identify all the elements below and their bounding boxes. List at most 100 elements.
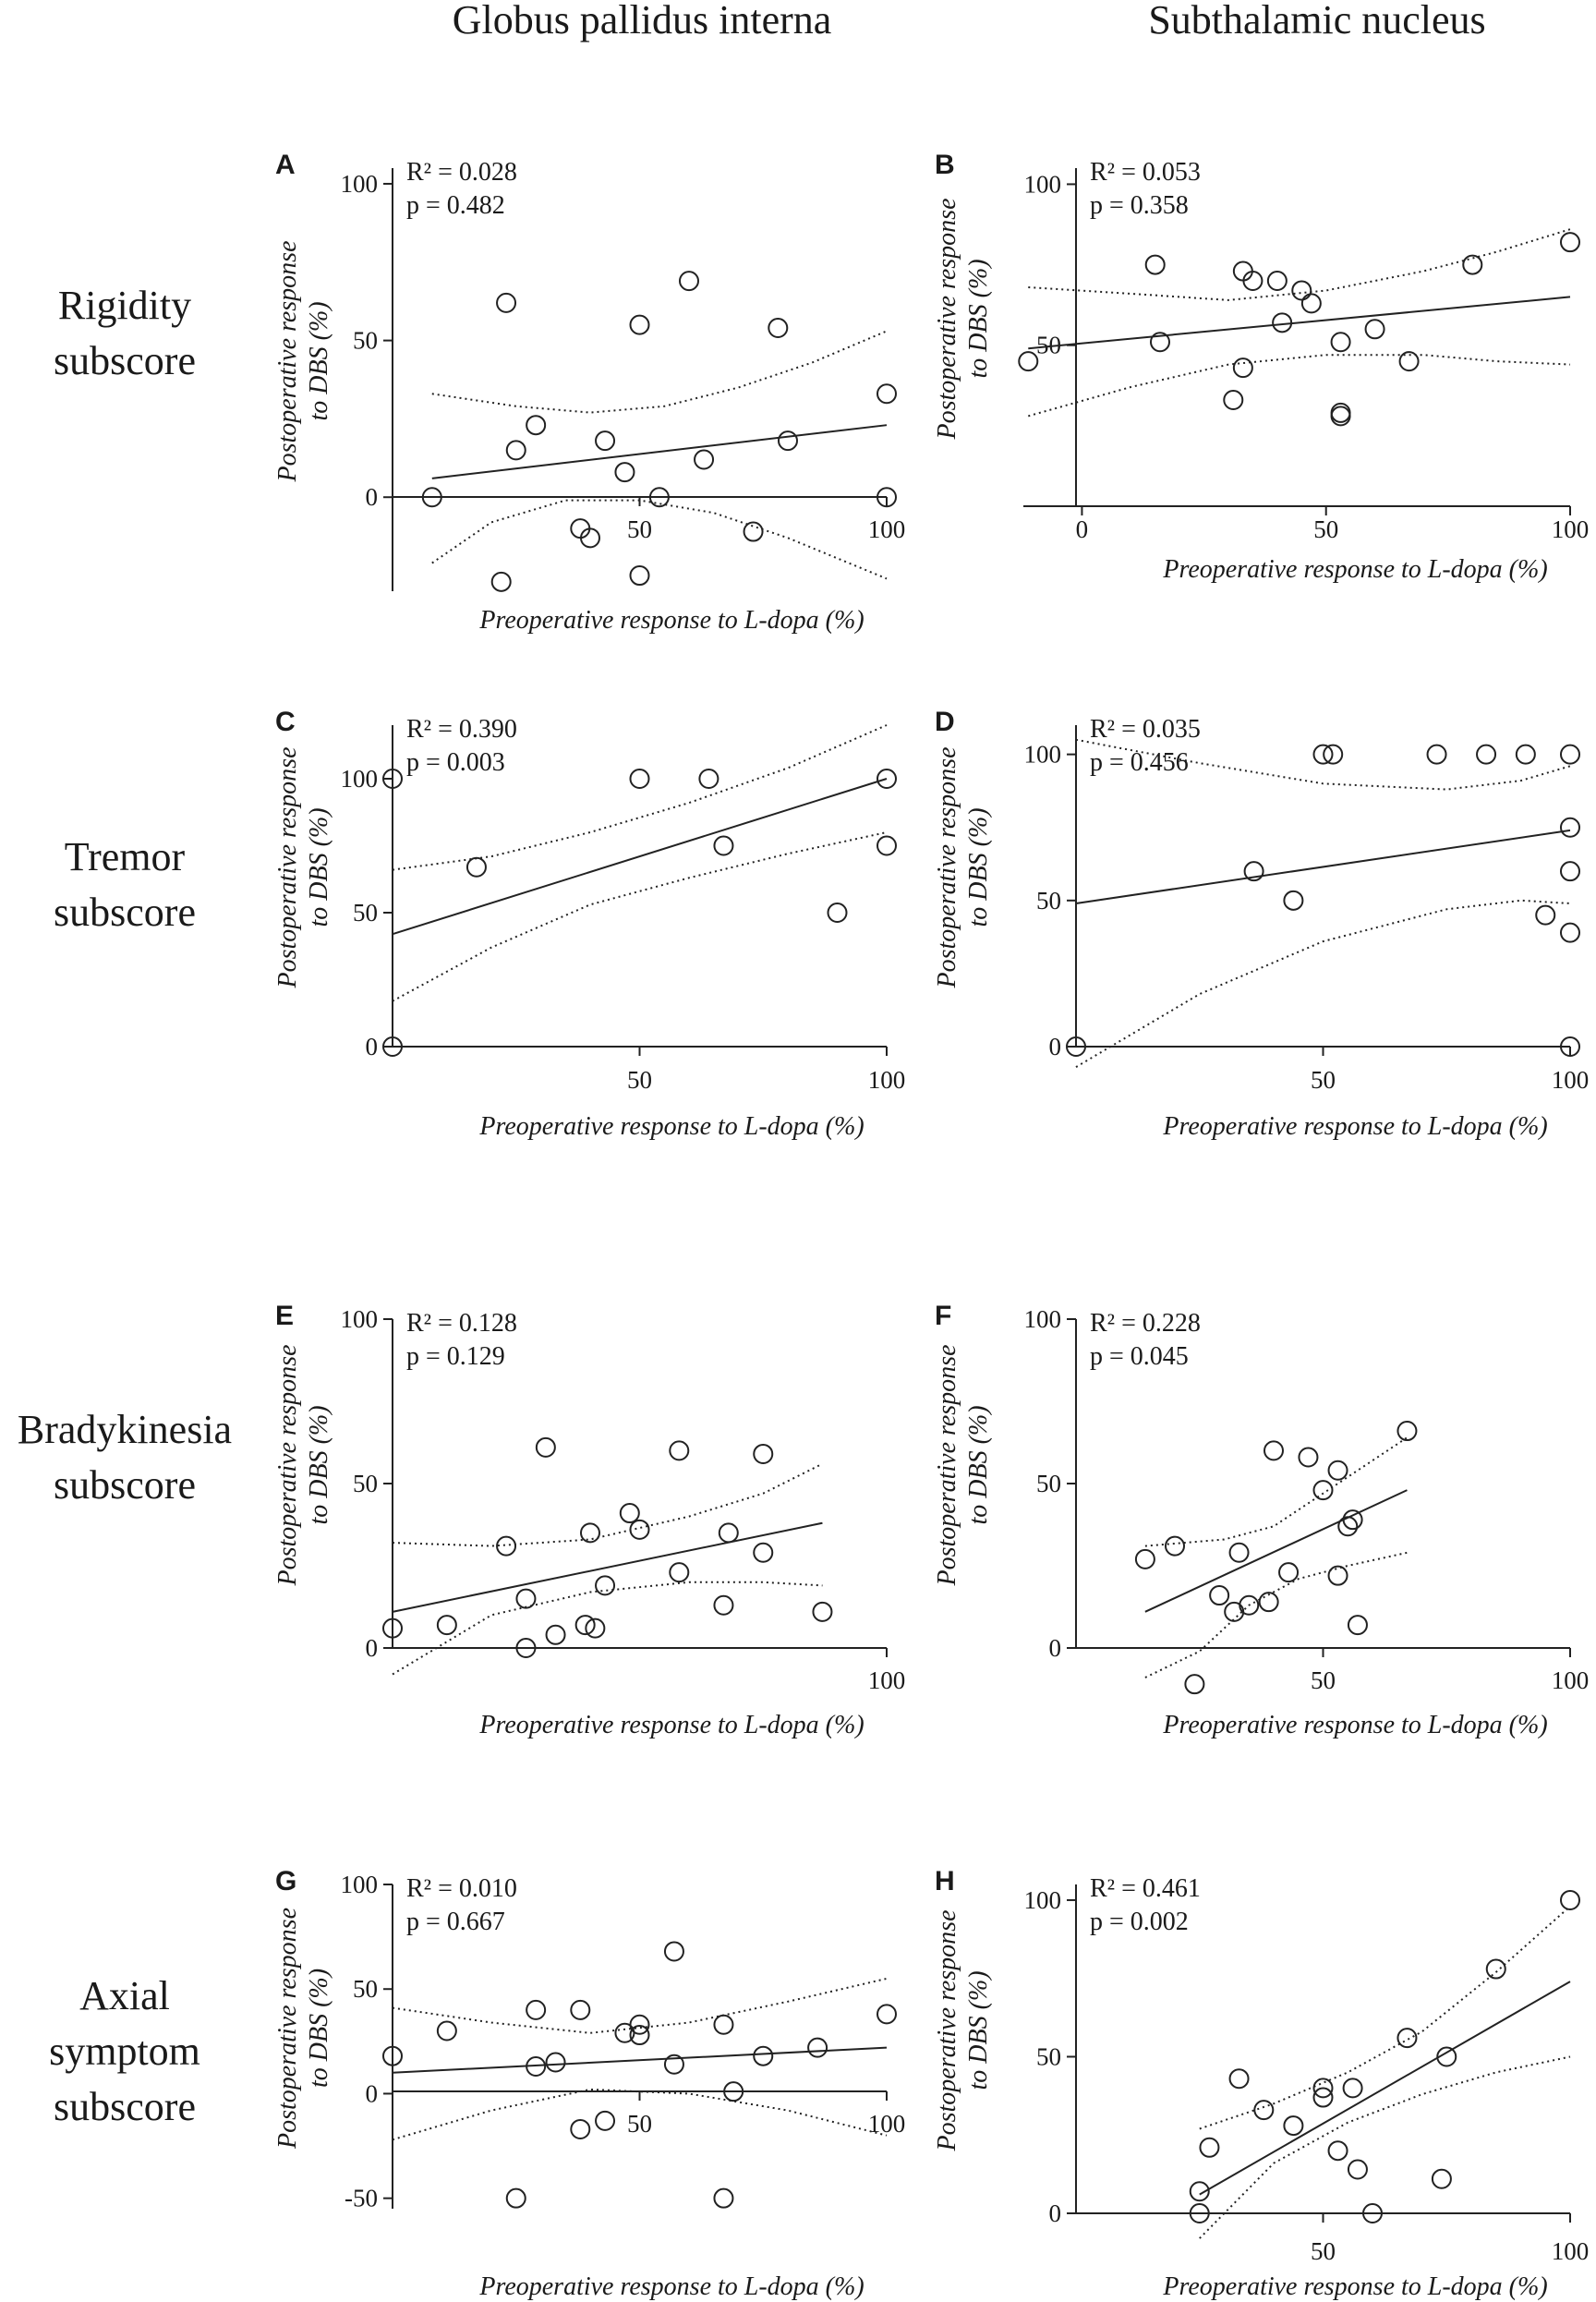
y-tick-label: 50	[353, 1470, 378, 1497]
x-tick-label: 100	[1552, 1066, 1590, 1094]
data-point	[1258, 1592, 1279, 1613]
data-point	[1431, 2168, 1452, 2189]
y-tick-label: 0	[366, 1634, 379, 1662]
data-point	[1436, 2046, 1457, 2067]
y-tick-label: 50	[353, 1975, 378, 2003]
y-axis-label: Postoperative response	[933, 1909, 961, 2151]
data-point	[1189, 2203, 1210, 2223]
data-point	[1312, 744, 1334, 765]
data-point	[723, 2081, 744, 2102]
column-title-stn: Subthalamic nucleus	[1148, 0, 1485, 42]
data-point	[1144, 254, 1166, 275]
data-point	[753, 1542, 774, 1563]
data-point	[1327, 1460, 1348, 1481]
p-value-label: p = 0.045	[1090, 1342, 1189, 1371]
x-axis-label: Preoperative response to L-dopa (%)	[478, 2272, 864, 2301]
data-point	[1560, 1889, 1580, 1910]
x-axis-label: Preoperative response to L-dopa (%)	[1162, 555, 1547, 584]
data-point	[663, 1941, 684, 1962]
x-tick-label: 100	[1552, 1666, 1590, 1694]
y-tick-label: 0	[1049, 1634, 1062, 1662]
y-axis-label: to DBS (%)	[964, 807, 993, 927]
data-point	[1330, 402, 1351, 423]
data-point	[1364, 319, 1385, 340]
panel-letter: D	[935, 707, 955, 737]
data-point	[382, 1036, 403, 1057]
data-point	[614, 462, 635, 483]
row-title-line: Tremor	[65, 834, 186, 879]
p-value-label: p = 0.667	[406, 1908, 505, 1936]
data-point	[679, 271, 699, 292]
data-point	[629, 1519, 650, 1540]
data-point	[1291, 280, 1312, 301]
data-point	[505, 2187, 526, 2209]
panel-letter: F	[935, 1301, 951, 1331]
y-tick-label: 100	[1024, 741, 1062, 769]
y-axis-label: Postoperative response	[273, 1344, 302, 1586]
data-point	[496, 292, 517, 313]
row-title-line: symptom	[49, 2029, 200, 2074]
data-point	[421, 487, 442, 508]
data-point	[1228, 1542, 1250, 1563]
y-tick-label: 50	[1036, 2042, 1061, 2070]
data-point	[580, 527, 600, 549]
y-tick-label: 0	[366, 2079, 379, 2107]
ci-lower-band	[1199, 2055, 1571, 2239]
data-point	[1515, 744, 1536, 765]
data-point	[1560, 744, 1580, 765]
data-point	[436, 1615, 457, 1636]
data-point	[496, 1535, 517, 1557]
data-point	[1266, 271, 1288, 291]
data-point	[807, 2037, 828, 2058]
data-point	[1330, 332, 1351, 353]
y-tick-label: 50	[353, 327, 378, 355]
data-point	[713, 1594, 734, 1616]
y-tick-label: 0	[366, 1033, 379, 1060]
x-tick-label: 50	[1313, 515, 1338, 543]
x-tick-label: 100	[868, 515, 906, 543]
data-point	[382, 2045, 403, 2066]
y-axis-label: Postoperative response	[933, 198, 961, 440]
data-point	[1396, 2028, 1418, 2049]
data-point	[1134, 1548, 1155, 1569]
data-point	[1398, 351, 1420, 372]
ci-lower-band	[392, 1581, 823, 1676]
data-point	[382, 1617, 403, 1639]
data-point	[1232, 260, 1253, 282]
data-point	[466, 856, 487, 878]
ci-upper-band	[392, 1977, 888, 2034]
data-point	[1184, 1674, 1205, 1695]
ci-upper-band	[392, 724, 888, 871]
x-tick-label: 50	[1311, 1666, 1336, 1694]
data-point	[1327, 2140, 1348, 2162]
ci-lower-band	[392, 831, 888, 1002]
data-point	[1342, 2078, 1363, 2099]
ci-upper-band	[1199, 1905, 1571, 2130]
data-point	[713, 2187, 734, 2209]
data-point	[1312, 1480, 1334, 1501]
regression-line	[1075, 829, 1571, 904]
data-point	[595, 2110, 616, 2131]
r-squared-label: R² = 0.461	[1090, 1874, 1201, 1903]
data-point	[515, 1588, 537, 1609]
y-axis-label: Postoperative response	[933, 746, 961, 988]
panel-c: 0 50 100 50 100 C R² = 0.390 p = 0.003 Postopera…	[273, 707, 905, 1141]
x-tick-label: 0	[1076, 515, 1089, 543]
data-point	[526, 1999, 547, 2020]
y-axis-label: to DBS (%)	[305, 301, 333, 420]
data-point	[1283, 890, 1304, 911]
data-point	[1462, 254, 1483, 275]
panel-f: 0 50 100 50 100 F R² = 0.228 p = 0.045 Postopera…	[933, 1301, 1589, 1739]
data-point	[1242, 271, 1264, 291]
data-point	[570, 2118, 591, 2139]
data-point	[877, 2004, 897, 2025]
panel-letter: E	[275, 1301, 294, 1331]
data-point	[580, 1522, 600, 1544]
regression-line	[392, 778, 888, 936]
data-point	[669, 1562, 690, 1583]
y-axis-label: to DBS (%)	[305, 1405, 333, 1524]
y-axis-label: to DBS (%)	[964, 1405, 993, 1524]
p-value-label: p = 0.129	[406, 1342, 505, 1371]
p-value-label: p = 0.003	[406, 748, 505, 777]
data-point	[713, 2014, 734, 2035]
